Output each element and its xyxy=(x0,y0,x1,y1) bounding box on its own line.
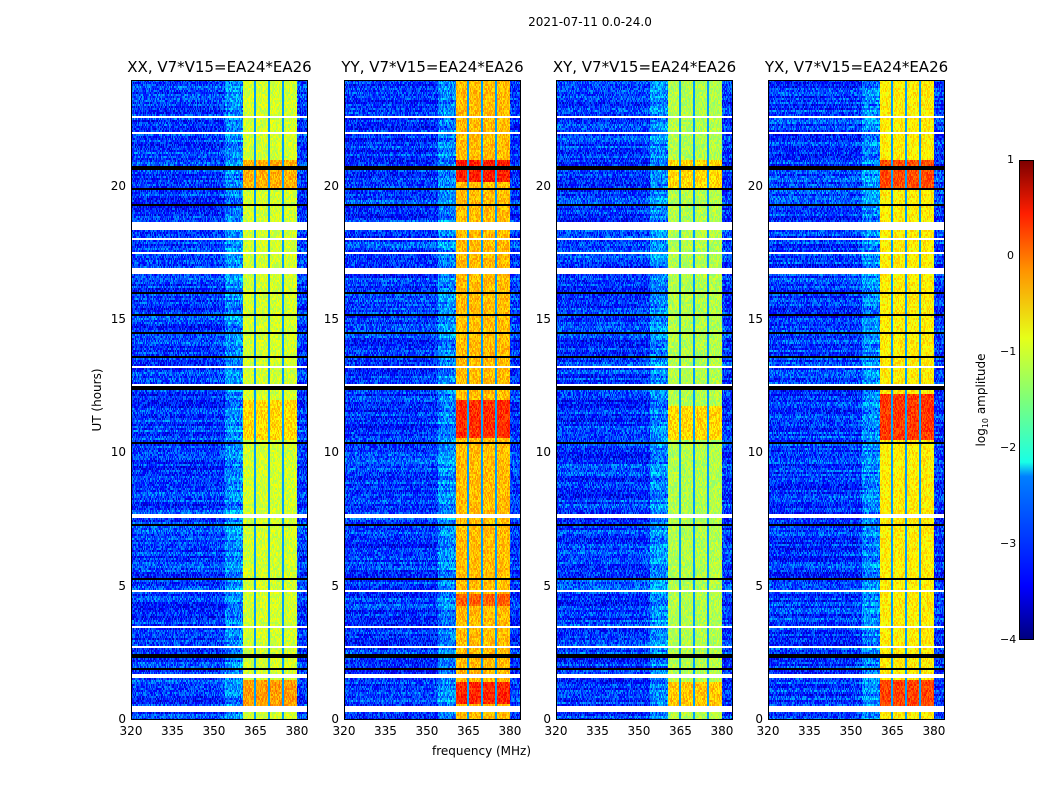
y-tick-label: 5 xyxy=(331,578,339,593)
y-tick-label: 5 xyxy=(543,578,551,593)
x-tick-label: 335 xyxy=(586,724,609,738)
x-tick-label: 320 xyxy=(544,724,568,738)
x-tick-label: 365 xyxy=(244,724,267,738)
spectrogram-image xyxy=(344,80,521,720)
x-tick-label: 320 xyxy=(756,724,780,738)
y-tick-label: 10 xyxy=(323,445,339,460)
x-tick-label: 365 xyxy=(669,724,692,738)
x-tick-label: 320 xyxy=(119,724,143,738)
y-tick-label: 15 xyxy=(747,312,763,326)
spectrogram-image xyxy=(768,80,945,720)
panel-title: YX, V7*V15=EA24*EA26 xyxy=(764,58,949,76)
x-tick-label: 380 xyxy=(710,724,734,738)
panel-title: XX, V7*V15=EA24*EA26 xyxy=(127,58,312,76)
y-tick-label: 0 xyxy=(755,712,763,726)
x-tick-label: 350 xyxy=(415,724,439,738)
x-tick-label: 350 xyxy=(839,724,863,738)
colorbar-tick-label: 0 xyxy=(1007,249,1014,262)
colorbar-tick-label: −3 xyxy=(1000,537,1017,550)
x-tick-label: 320 xyxy=(332,724,356,738)
colorbar-label: log10 amplitude xyxy=(973,353,991,447)
colorbar-tick-label: −4 xyxy=(1000,633,1017,646)
panel-title: XY, V7*V15=EA24*EA26 xyxy=(552,58,737,76)
spectrogram-panel-4: YX, V7*V15=EA24*EA26 320 335 350 365 380 0 5 10 1… xyxy=(748,58,948,738)
y-tick-label: 10 xyxy=(535,445,551,460)
plot-frame xyxy=(556,80,733,720)
x-tick-label: 365 xyxy=(457,724,480,738)
y-tick-label: 20 xyxy=(535,178,551,193)
spectrogram-panel-1: XX, V7*V15=EA24*EA26 320 335 350 365 380 0 5 10 1… xyxy=(111,58,312,738)
y-axis-label: UT (hours) xyxy=(90,368,104,432)
x-tick-label: 335 xyxy=(798,724,821,738)
x-tick-label: 380 xyxy=(922,724,946,738)
spectrogram-image xyxy=(556,80,733,720)
x-axis-label: frequency (MHz) xyxy=(432,744,532,758)
x-tick-label: 350 xyxy=(202,724,226,738)
y-tick-label: 0 xyxy=(543,712,551,726)
colorbar-tick-label: −2 xyxy=(1000,441,1017,454)
y-tick-label: 20 xyxy=(110,178,126,193)
colorbar-tick-label: −1 xyxy=(1000,345,1017,358)
y-tick-label: 15 xyxy=(110,312,126,326)
y-tick-label: 5 xyxy=(755,578,763,593)
x-tick-label: 365 xyxy=(881,724,904,738)
plot-frame xyxy=(131,80,308,720)
y-tick-label: 15 xyxy=(535,312,551,326)
colorbar-tick-label: 1 xyxy=(1007,153,1014,166)
spectrogram-panel-2: YY, V7*V15=EA24*EA26 320 335 350 365 380 0 5 10 1… xyxy=(324,58,524,738)
x-tick-label: 380 xyxy=(498,724,522,738)
panel-title: YY, V7*V15=EA24*EA26 xyxy=(341,58,524,76)
figure-title: 2021-07-11 0.0-24.0 xyxy=(528,15,652,29)
y-tick-label: 5 xyxy=(118,578,126,593)
spectrogram-panel-3: XY, V7*V15=EA24*EA26 320 335 350 365 380 0 5 10 1… xyxy=(536,58,736,738)
y-tick-label: 20 xyxy=(323,178,339,193)
y-tick-label: 10 xyxy=(747,445,763,460)
y-tick-label: 10 xyxy=(110,445,126,460)
colorbar xyxy=(1019,160,1034,640)
plot-frame xyxy=(344,80,521,720)
x-tick-label: 380 xyxy=(285,724,309,738)
y-tick-label: 15 xyxy=(323,312,339,326)
y-tick-label: 0 xyxy=(331,712,339,726)
spectrogram-image xyxy=(131,80,308,720)
y-tick-label: 0 xyxy=(118,712,126,726)
x-tick-label: 335 xyxy=(161,724,184,738)
y-tick-label: 20 xyxy=(747,178,763,193)
plot-frame xyxy=(768,80,945,720)
x-tick-label: 335 xyxy=(374,724,397,738)
x-tick-label: 350 xyxy=(627,724,651,738)
